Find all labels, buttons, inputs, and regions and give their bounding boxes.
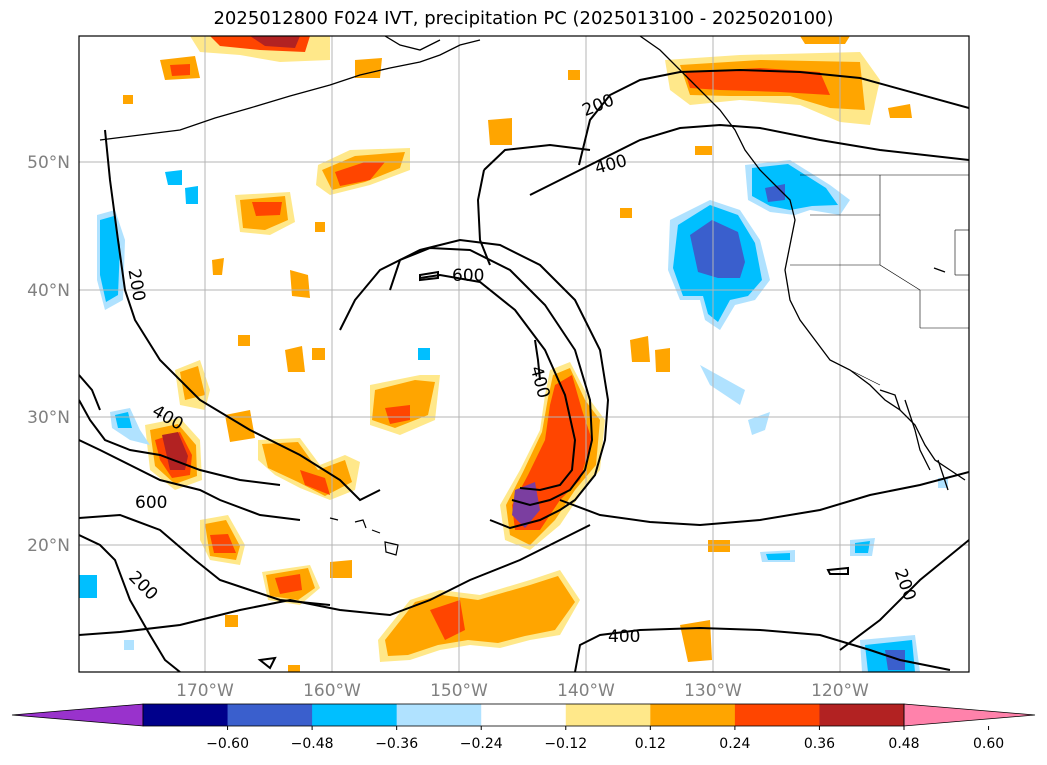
latitude-label: 30°N xyxy=(27,408,70,428)
map-title: 2025012800 F024 IVT, precipitation PC (2… xyxy=(213,8,834,29)
longitude-label: 140°W xyxy=(557,681,615,701)
contour-200-west xyxy=(104,129,381,502)
colorbar-tick-label: 0.12 xyxy=(635,736,666,752)
colorbar-tick-label: 0.24 xyxy=(719,736,750,752)
colorbar-tick-label: −0.36 xyxy=(375,736,418,752)
contour-label: 600 xyxy=(452,266,484,286)
colorbar-segment xyxy=(650,704,736,726)
longitude-label: 130°W xyxy=(684,681,742,701)
latitude-axis: 50°N 40°N 30°N 20°N xyxy=(27,153,70,556)
contour-label: 400 xyxy=(608,627,640,647)
colorbar-segment xyxy=(734,704,820,726)
precipitation-shading xyxy=(79,36,948,672)
colorbar-tick-label: 0.60 xyxy=(973,736,1004,752)
colorbar-segment xyxy=(227,704,313,726)
map-plot-area: 200 400 600 200 400 200 400 600 400 200 xyxy=(79,36,969,672)
contour-400-arc xyxy=(389,246,594,507)
colorbar-extend-max xyxy=(903,703,1036,727)
colorbar-tick-label: −0.48 xyxy=(291,736,334,752)
colorbar-frame xyxy=(142,703,905,727)
map-frame xyxy=(78,35,970,673)
longitude-axis: 170°W 160°W 150°W 140°W 130°W 120°W xyxy=(176,681,869,701)
contour-400-north xyxy=(529,123,969,196)
contour-200-north xyxy=(578,68,969,166)
colorbar-segment xyxy=(143,704,229,726)
colorbar-segment xyxy=(396,704,482,726)
longitude-label: 160°W xyxy=(303,681,361,701)
colorbar-tick-label: −0.24 xyxy=(460,736,503,752)
colorbar-segment xyxy=(312,704,398,726)
longitude-label: 170°W xyxy=(176,681,234,701)
longitude-label: 120°W xyxy=(811,681,869,701)
colorbar-segment xyxy=(481,704,567,726)
colorbar-segment xyxy=(819,704,905,726)
colorbar-tick-label: 0.48 xyxy=(888,736,919,752)
ivt-contours xyxy=(79,68,969,672)
contour-label: 600 xyxy=(135,493,167,513)
latitude-label: 40°N xyxy=(27,281,70,301)
hawaii-islands xyxy=(329,517,399,556)
longitude-label: 150°W xyxy=(430,681,488,701)
colorbar-segment xyxy=(565,704,651,726)
latitude-label: 50°N xyxy=(27,153,70,173)
colorbar: −0.60 −0.48 −0.36 −0.24 −0.12 0.12 0.24 0.36 0.4… xyxy=(11,703,1036,752)
colorbar-tick-label: −0.12 xyxy=(544,736,587,752)
contour-600-arc xyxy=(419,273,577,492)
alaska-coastline xyxy=(99,39,481,141)
contour-600-west xyxy=(79,439,301,521)
state-borders xyxy=(790,174,969,386)
colorbar-tick-label: 0.36 xyxy=(804,736,835,752)
colorbar-extend-min xyxy=(11,703,144,727)
colorbar-tick-label: −0.60 xyxy=(206,736,249,752)
coastlines xyxy=(99,36,966,491)
contour-400-west xyxy=(79,399,281,486)
latitude-label: 20°N xyxy=(27,536,70,556)
